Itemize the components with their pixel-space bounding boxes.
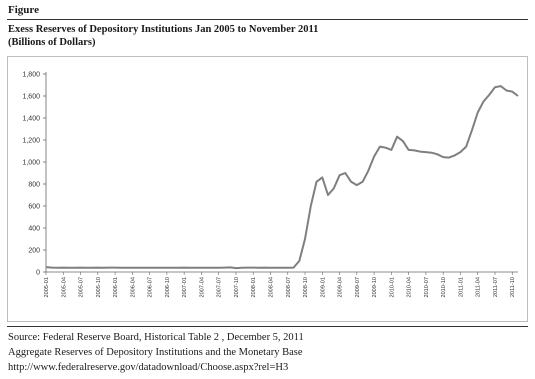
- chart-title: Exess Reserves of Depository Institution…: [8, 23, 318, 49]
- series-line: [45, 85, 519, 270]
- x-tick-label: 2009-04: [338, 277, 344, 298]
- y-tick-label: 400: [28, 226, 40, 233]
- x-tick-label: 2008-10: [303, 277, 309, 298]
- chart-title-line2: (Billions of Dollars): [8, 37, 96, 48]
- x-tick-label: 2010-07: [424, 277, 430, 298]
- y-tick-label: 1,400: [22, 116, 40, 123]
- chart-title-line1: Exess Reserves of Depository Institution…: [8, 24, 319, 35]
- source-line3: http://www.federalreserve.gov/datadownlo…: [8, 362, 289, 373]
- figure-label: Figure: [8, 4, 39, 16]
- y-tick-label: 1,000: [22, 160, 40, 167]
- x-tick-label: 2011-01: [458, 277, 464, 297]
- source-line2: Aggregate Reserves of Depository Institu…: [8, 347, 303, 358]
- x-tick-label: 2006-04: [130, 277, 136, 298]
- x-tick-label: 2008-07: [286, 277, 292, 298]
- bottom-rule: [7, 326, 528, 327]
- x-tick-label: 2005-10: [96, 277, 102, 298]
- x-tick-label: 2007-01: [182, 277, 188, 298]
- y-tick-label: 0: [36, 270, 40, 277]
- x-tick-label: 2011-10: [510, 277, 516, 297]
- chart-frame: [7, 56, 528, 322]
- x-tick-label: 2009-07: [355, 277, 361, 298]
- y-tick-label: 200: [28, 248, 40, 255]
- x-tick-label: 2010-04: [407, 277, 413, 298]
- x-tick-label: 2005-01: [44, 277, 50, 298]
- y-tick-label: 600: [28, 204, 40, 211]
- x-tick-label: 2006-01: [113, 277, 119, 298]
- y-tick-label: 1,800: [22, 72, 40, 79]
- x-tick-label: 2011-07: [493, 277, 499, 297]
- x-tick-label: 2009-10: [372, 277, 378, 298]
- y-tick-label: 1,600: [22, 94, 40, 101]
- top-rule: [7, 19, 528, 20]
- x-tick-label: 2008-01: [251, 277, 257, 298]
- x-tick-label: 2007-10: [234, 277, 240, 298]
- x-tick-label: 2008-04: [268, 277, 274, 298]
- x-tick-label: 2006-07: [148, 277, 154, 298]
- source-line1: Source: Federal Reserve Board, Historica…: [8, 332, 304, 343]
- y-tick-label: 800: [28, 182, 40, 189]
- x-tick-label: 2007-07: [217, 277, 223, 298]
- x-tick-label: 2010-10: [441, 277, 447, 298]
- x-tick-label: 2007-04: [199, 277, 205, 298]
- x-tick-label: 2005-07: [79, 277, 85, 298]
- x-tick-label: 2010-01: [389, 277, 395, 298]
- source-note: Source: Federal Reserve Board, Historica…: [8, 330, 304, 375]
- x-tick-label: 2009-01: [320, 277, 326, 298]
- x-tick-label: 2006-10: [165, 277, 171, 298]
- y-tick-label: 1,200: [22, 138, 40, 145]
- x-tick-label: 2005-04: [61, 277, 67, 298]
- x-tick-label: 2011-04: [476, 277, 482, 297]
